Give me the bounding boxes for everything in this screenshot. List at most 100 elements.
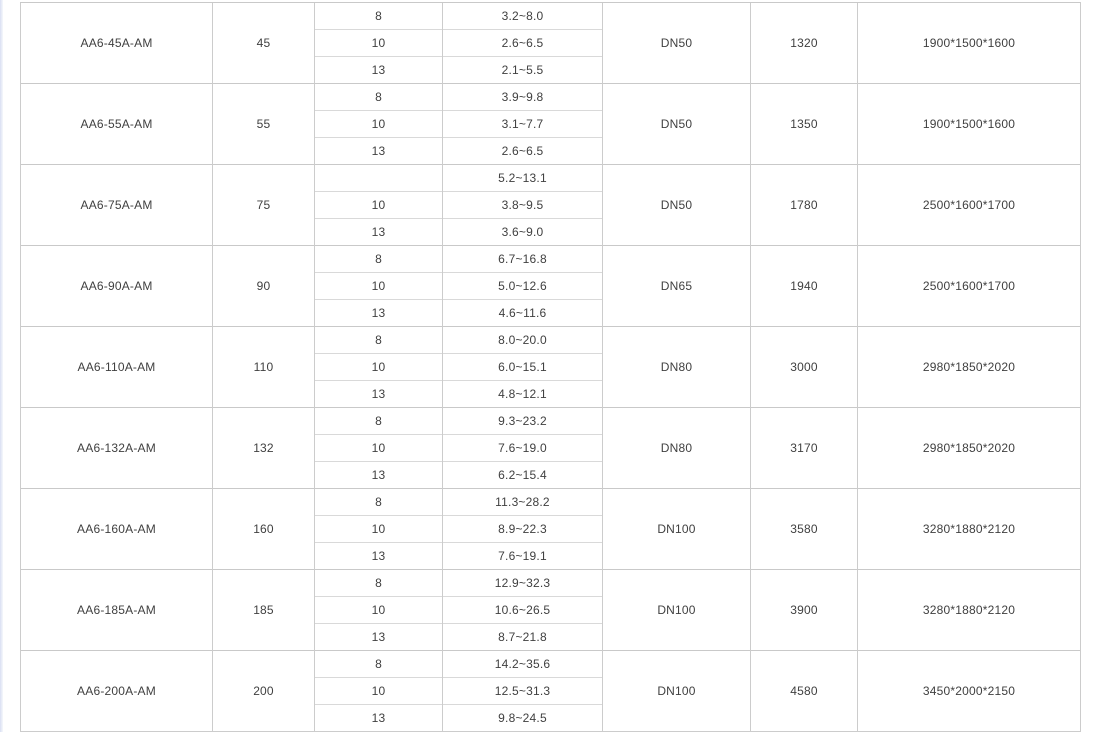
pressure-cell: 13: [314, 380, 443, 408]
table-row: 13 7.6~19.1: [21, 542, 1081, 570]
pressure-cell: 10: [314, 677, 443, 705]
table-row: 10 2.6~6.5: [21, 29, 1081, 57]
table-row: 10 8.9~22.3: [21, 515, 1081, 543]
table-row: 10 12.5~31.3: [21, 677, 1081, 705]
table-row: 10 3.1~7.7: [21, 110, 1081, 138]
pressure-cell: 10: [314, 515, 443, 543]
pressure-cell: 10: [314, 434, 443, 462]
table-row: AA6-200A-AM 200 8 14.2~35.6 DN100 4580 3…: [20, 650, 1081, 732]
flow-cell: 5.0~12.6: [442, 272, 603, 300]
pressure-cell: 8: [314, 2, 443, 30]
dimensions-cell: 3450*2000*2150: [857, 650, 1081, 732]
flow-cell: 12.9~32.3: [442, 569, 603, 597]
dimensions-cell: 2980*1850*2020: [857, 407, 1081, 489]
dimensions-cell: 2500*1600*1700: [857, 164, 1081, 246]
dimensions-cell: 3280*1880*2120: [857, 569, 1081, 651]
flow-cell: 7.6~19.1: [442, 542, 603, 570]
table-row: AA6-110A-AM 110 8 8.0~20.0 DN80 3000 298…: [20, 326, 1081, 408]
pressure-cell: 10: [314, 596, 443, 624]
pressure-cell: 13: [314, 218, 443, 246]
weight-cell: 3000: [750, 326, 858, 408]
pressure-cell: 8: [314, 245, 443, 273]
power-cell: 110: [212, 326, 315, 408]
pressure-cell: 8: [314, 83, 443, 111]
flow-cell: 8.7~21.8: [442, 623, 603, 651]
flow-cell: 7.6~19.0: [442, 434, 603, 462]
pressure-cell: 8: [314, 326, 443, 354]
model-cell: AA6-200A-AM: [20, 650, 213, 732]
table-row: AA6-185A-AM 185 8 12.9~32.3 DN100 3900 3…: [20, 569, 1081, 651]
power-cell: 132: [212, 407, 315, 489]
connection-cell: DN65: [602, 245, 751, 327]
dimensions-cell: 3280*1880*2120: [857, 488, 1081, 570]
power-cell: 75: [212, 164, 315, 246]
flow-cell: 9.8~24.5: [442, 704, 603, 732]
flow-cell: 3.8~9.5: [442, 191, 603, 219]
model-cell: AA6-185A-AM: [20, 569, 213, 651]
pressure-cell: 13: [314, 542, 443, 570]
pressure-cell: 8: [314, 650, 443, 678]
table-row: 10 10.6~26.5: [21, 596, 1081, 624]
pressure-cell: 10: [314, 110, 443, 138]
flow-cell: 3.9~9.8: [442, 83, 603, 111]
table-row: 10 3.8~9.5: [21, 191, 1081, 219]
weight-cell: 4580: [750, 650, 858, 732]
weight-cell: 1780: [750, 164, 858, 246]
table-row: AA6-55A-AM 55 8 3.9~9.8 DN50 1350 1900*1…: [20, 83, 1081, 165]
power-cell: 200: [212, 650, 315, 732]
power-cell: 55: [212, 83, 315, 165]
pressure-cell: 8: [314, 569, 443, 597]
flow-cell: 4.6~11.6: [442, 299, 603, 327]
weight-cell: 1350: [750, 83, 858, 165]
flow-cell: 14.2~35.6: [442, 650, 603, 678]
dimensions-cell: 2500*1600*1700: [857, 245, 1081, 327]
pressure-cell: 13: [314, 299, 443, 327]
pressure-cell: 13: [314, 137, 443, 165]
table-row: AA6-75A-AM 75 5.2~13.1 DN50 1780 2500*16…: [20, 164, 1081, 246]
pressure-cell: 8: [314, 488, 443, 516]
flow-cell: 2.1~5.5: [442, 56, 603, 84]
table-row: 13 8.7~21.8: [21, 623, 1081, 651]
power-cell: 90: [212, 245, 315, 327]
connection-cell: DN80: [602, 326, 751, 408]
dimensions-cell: 2980*1850*2020: [857, 326, 1081, 408]
flow-cell: 2.6~6.5: [442, 29, 603, 57]
flow-cell: 3.6~9.0: [442, 218, 603, 246]
model-cell: AA6-55A-AM: [20, 83, 213, 165]
pressure-cell: 10: [314, 272, 443, 300]
flow-cell: 3.2~8.0: [442, 2, 603, 30]
table-row: AA6-90A-AM 90 8 6.7~16.8 DN65 1940 2500*…: [20, 245, 1081, 327]
model-cell: AA6-160A-AM: [20, 488, 213, 570]
connection-cell: DN100: [602, 488, 751, 570]
connection-cell: DN50: [602, 83, 751, 165]
table-row: 13 4.6~11.6: [21, 299, 1081, 327]
connection-cell: DN80: [602, 407, 751, 489]
table-row: AA6-45A-AM 45 8 3.2~8.0 DN50 1320 1900*1…: [20, 2, 1081, 84]
pressure-cell: 13: [314, 704, 443, 732]
flow-cell: 9.3~23.2: [442, 407, 603, 435]
pressure-cell: 10: [314, 191, 443, 219]
flow-cell: 6.7~16.8: [442, 245, 603, 273]
connection-cell: DN50: [602, 164, 751, 246]
pressure-cell: 13: [314, 461, 443, 489]
dimensions-cell: 1900*1500*1600: [857, 83, 1081, 165]
flow-cell: 8.9~22.3: [442, 515, 603, 543]
table-row: 13 2.1~5.5: [21, 56, 1081, 84]
flow-cell: 6.2~15.4: [442, 461, 603, 489]
model-cell: AA6-110A-AM: [20, 326, 213, 408]
power-cell: 45: [212, 2, 315, 84]
page-edge-strip: [0, 0, 3, 732]
table-row: 13 4.8~12.1: [21, 380, 1081, 408]
table-row: 10 5.0~12.6: [21, 272, 1081, 300]
flow-cell: 8.0~20.0: [442, 326, 603, 354]
table-row: 13 2.6~6.5: [21, 137, 1081, 165]
power-cell: 185: [212, 569, 315, 651]
weight-cell: 1320: [750, 2, 858, 84]
connection-cell: DN100: [602, 650, 751, 732]
flow-cell: 11.3~28.2: [442, 488, 603, 516]
weight-cell: 3170: [750, 407, 858, 489]
dimensions-cell: 1900*1500*1600: [857, 2, 1081, 84]
model-cell: AA6-90A-AM: [20, 245, 213, 327]
weight-cell: 1940: [750, 245, 858, 327]
pressure-cell: 13: [314, 623, 443, 651]
